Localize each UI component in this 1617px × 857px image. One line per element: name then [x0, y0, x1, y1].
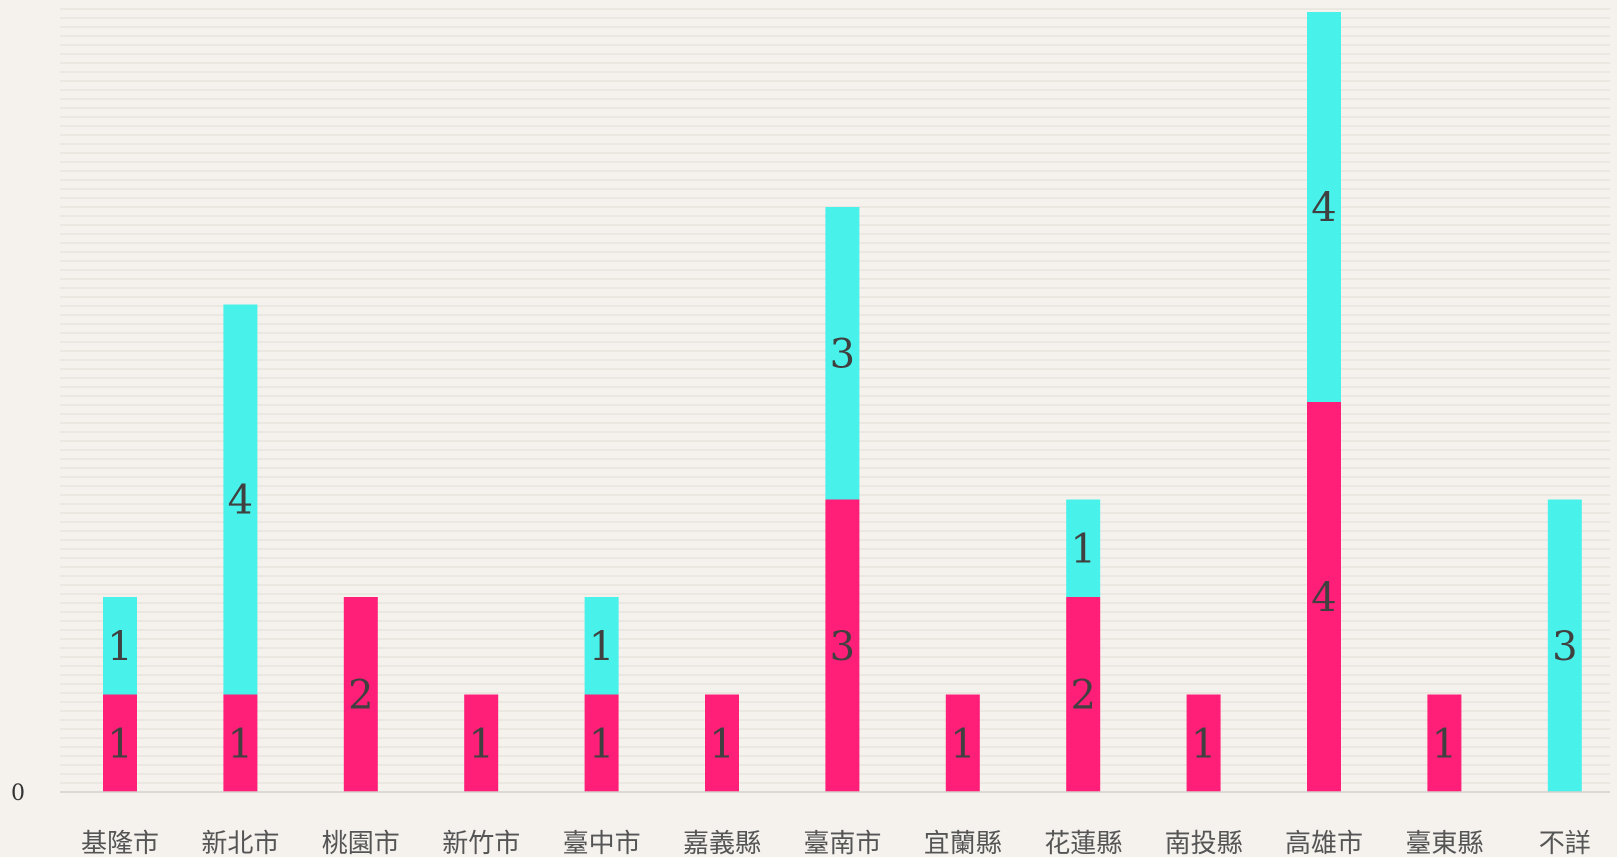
bar-value-label: 1 — [228, 721, 253, 767]
x-tick-label: 臺中市 — [563, 829, 641, 857]
bar-segment — [223, 304, 258, 695]
bar-segment — [705, 694, 739, 792]
bar-value-label: 1 — [1432, 721, 1457, 767]
bar-value-label: 1 — [107, 721, 132, 767]
bar-segment — [223, 694, 258, 792]
x-tick-label: 南投縣 — [1165, 829, 1243, 857]
x-tick-label: 基隆市 — [81, 829, 159, 857]
y-tick-label: 0 — [11, 781, 25, 806]
x-tick-label: 臺南市 — [803, 829, 881, 857]
x-tick-label: 花蓮縣 — [1044, 829, 1122, 857]
bar-value-label: 3 — [1552, 624, 1577, 670]
x-tick-label: 高雄市 — [1285, 829, 1363, 857]
bar-segment — [103, 597, 137, 695]
bar-segment — [1547, 499, 1582, 792]
x-tick-label: 宜蘭縣 — [924, 829, 1002, 857]
axes: 0 基隆市 新北市 桃園市 新竹市 臺中市 嘉義縣 臺南市 宜蘭縣 花蓮縣 南投縣 高雄市 臺東縣 不詳 — [11, 781, 1610, 857]
bar-value-label: 2 — [348, 673, 373, 719]
bar-segment — [464, 694, 499, 792]
bar-segment — [343, 597, 378, 792]
x-tick-label: 嘉義縣 — [683, 829, 761, 857]
x-tick-label: 新北市 — [201, 829, 279, 857]
bar-value-label: 1 — [589, 624, 614, 670]
bar-value-label: 2 — [1070, 673, 1095, 719]
bar-segment — [584, 597, 619, 695]
bar-segment — [1066, 499, 1101, 597]
bar-segment — [1066, 597, 1101, 792]
data-labels: 1 1 1 4 2 1 1 1 1 3 3 1 2 1 1 4 4 1 3 — [107, 185, 1577, 767]
bar-value-label: 1 — [589, 721, 614, 767]
bar-value-label: 1 — [468, 721, 493, 767]
bar-segment — [584, 694, 619, 792]
bar-segment — [1307, 402, 1341, 792]
x-tick-label: 桃園市 — [322, 829, 400, 857]
bar-value-label: 1 — [107, 624, 132, 670]
bar-value-label: 4 — [1311, 575, 1336, 621]
bar-value-label: 4 — [1311, 185, 1336, 231]
bar-value-label: 1 — [709, 721, 734, 767]
bar-segment — [1427, 694, 1462, 792]
bar-value-label: 1 — [1191, 721, 1216, 767]
bar-value-label: 3 — [830, 331, 855, 377]
x-tick-label: 不詳 — [1539, 829, 1591, 857]
bar-value-label: 3 — [830, 624, 855, 670]
bar-value-label: 1 — [950, 721, 975, 767]
bar-segment — [825, 207, 860, 500]
bar-value-label: 1 — [1070, 526, 1095, 572]
bars — [103, 12, 1582, 792]
bar-segment — [825, 499, 860, 792]
bar-segment — [1186, 694, 1221, 792]
x-tick-label: 新竹市 — [442, 829, 520, 857]
bar-value-label: 4 — [228, 478, 253, 524]
bar-segment — [1307, 12, 1341, 402]
bar-segment — [945, 694, 980, 792]
bar-segment — [103, 694, 137, 792]
x-tick-label: 臺東縣 — [1405, 829, 1483, 857]
